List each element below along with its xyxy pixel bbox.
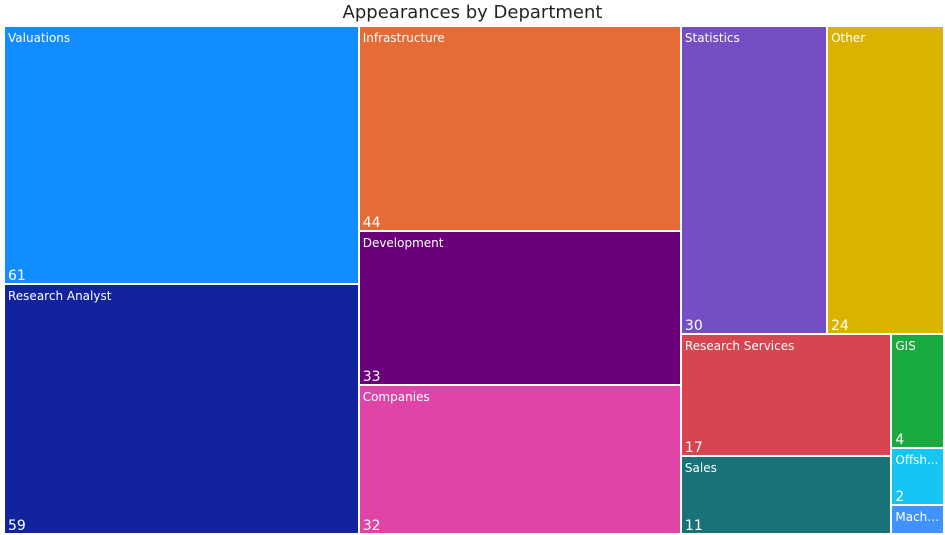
treemap-tile-development[interactable]: Development 33	[358, 231, 681, 385]
tile-value: 44	[362, 215, 381, 232]
treemap-tile-infrastructure[interactable]: Infrastructure 44	[358, 26, 681, 232]
tile-label: GIS	[895, 339, 916, 354]
tile-label: Other	[831, 31, 866, 45]
chart-title: Appearances by Department	[342, 2, 603, 23]
treemap-tile-other[interactable]: Other 24	[827, 26, 944, 335]
tile-value: 17	[684, 439, 703, 456]
tile-label: Sales	[684, 460, 717, 475]
tile-label: Development	[362, 236, 444, 251]
treemap-tile-research-services[interactable]: Research Services 17	[680, 334, 892, 456]
tile-label: Machi...	[895, 510, 941, 525]
tile-label: Valuations	[8, 31, 71, 45]
tile-label: Research Analyst	[8, 289, 112, 304]
tile-value: 4	[895, 432, 905, 449]
tile-value: 11	[684, 517, 703, 534]
tile-value: 32	[362, 517, 381, 534]
treemap-tile-machi[interactable]: Machi...	[891, 505, 944, 534]
tile-value: 61	[8, 268, 26, 285]
treemap-tile-research-analyst[interactable]: Research Analyst 59	[4, 284, 359, 534]
tile-label: Research Services	[684, 339, 795, 354]
tile-value: 30	[684, 318, 703, 335]
treemap-tile-statistics[interactable]: Statistics 30	[680, 26, 828, 335]
treemap-tile-valuations[interactable]: Valuations 61	[4, 26, 359, 285]
treemap-tile-sales[interactable]: Sales 11	[680, 455, 892, 534]
tile-label: Statistics	[684, 31, 740, 45]
tile-value: 24	[831, 318, 849, 335]
treemap-tile-gis[interactable]: GIS 4	[891, 334, 944, 449]
tile-label: Offsh...	[895, 453, 939, 468]
treemap-tile-companies[interactable]: Companies 32	[358, 384, 681, 534]
tile-label: Companies	[362, 389, 430, 404]
tile-value: 33	[362, 368, 381, 385]
tile-value: 2	[895, 489, 905, 506]
tile-label: Infrastructure	[362, 31, 445, 45]
treemap-tile-offsh[interactable]: Offsh... 2	[891, 448, 944, 506]
tile-value: 59	[8, 517, 26, 534]
